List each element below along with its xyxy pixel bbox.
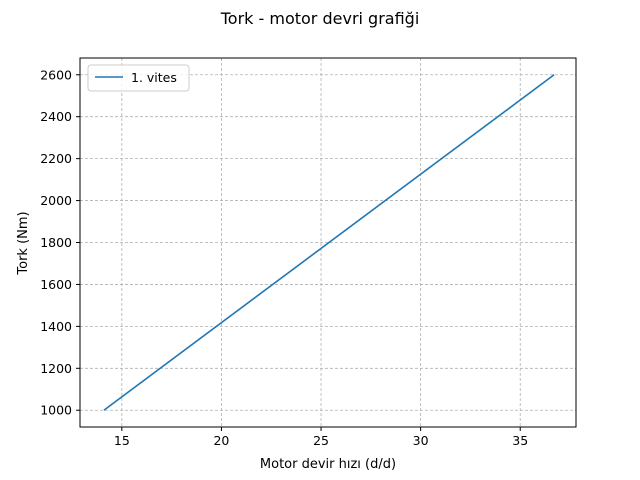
series-layer <box>103 74 555 411</box>
legend-box <box>87 64 190 92</box>
grid <box>80 58 576 427</box>
y-tick-label: 2000 <box>40 193 72 208</box>
x-tick-label: 20 <box>213 433 229 448</box>
y-axis: 1000 1200 1400 1600 1800 2000 2200 2400 2600 <box>40 67 80 418</box>
y-tick-label: 2400 <box>40 109 72 124</box>
y-tick-label: 1400 <box>40 319 72 334</box>
legend: 1. vites <box>87 64 190 92</box>
x-axis-label: Motor devir hızı (d/d) <box>260 457 396 472</box>
y-tick-label: 1200 <box>40 361 72 376</box>
y-tick-label: 1800 <box>40 235 72 250</box>
y-tick-label: 2200 <box>40 151 72 166</box>
y-tick-label: 2600 <box>40 67 72 82</box>
y-tick-label: 1600 <box>40 277 72 292</box>
series-line <box>103 74 555 411</box>
x-axis: 15 20 25 30 35 <box>114 427 528 448</box>
chart-title: Tork - motor devri grafiği <box>220 9 420 28</box>
legend-label: 1. vites <box>131 70 177 85</box>
x-tick-label: 30 <box>413 433 429 448</box>
x-tick-label: 35 <box>512 433 528 448</box>
x-tick-label: 15 <box>114 433 130 448</box>
y-axis-label: Tork (Nm) <box>16 211 31 275</box>
x-tick-label: 25 <box>313 433 329 448</box>
y-tick-label: 1000 <box>40 403 72 418</box>
